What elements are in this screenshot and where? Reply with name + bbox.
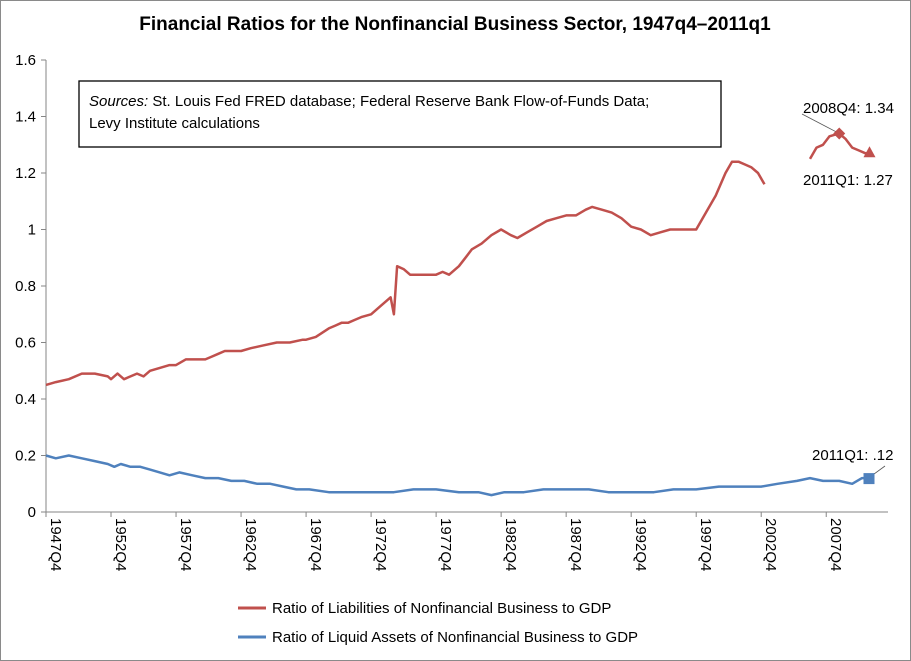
series-line-liquid-assets bbox=[45, 454, 869, 497]
y-tick-label: 1.6 bbox=[15, 52, 36, 69]
x-tick-label: 2002Q4 bbox=[762, 518, 779, 571]
x-tick-label: 1957Q4 bbox=[177, 518, 194, 571]
x-tick-label: 1992Q4 bbox=[632, 518, 649, 571]
annotation-marker-triangle bbox=[863, 146, 876, 158]
annotation-layer: 2008Q4: 1.34 2011Q1: 1.27 2011Q1: .12 bbox=[801, 100, 894, 485]
source-note-text-line1: St. Louis Fed FRED database; Federal Res… bbox=[148, 93, 649, 110]
x-tick-label: 1952Q4 bbox=[112, 518, 129, 571]
x-tick-label: 1977Q4 bbox=[437, 518, 454, 571]
y-tick-label: 0.8 bbox=[15, 278, 36, 295]
y-tick-label: 1 bbox=[28, 222, 36, 239]
annotation-leader-line bbox=[801, 113, 840, 134]
chart-title: Financial Ratios for the Nonfinancial Bu… bbox=[139, 14, 771, 35]
x-tick-label: 1982Q4 bbox=[502, 518, 519, 571]
annotation-label: 2008Q4: 1.34 bbox=[803, 100, 894, 117]
annotation-label: 2011Q1: 1.27 bbox=[803, 172, 893, 189]
y-tick-label: 0.4 bbox=[15, 391, 36, 408]
y-tick-label: 1.2 bbox=[15, 165, 36, 182]
x-tick-label: 2007Q4 bbox=[827, 518, 844, 571]
x-tick-label: 1972Q4 bbox=[372, 518, 389, 571]
series-layer bbox=[45, 132, 869, 497]
x-tick-label: 1947Q4 bbox=[47, 518, 64, 571]
y-tick-label: 1.4 bbox=[15, 109, 36, 126]
annotation-marker-square bbox=[863, 473, 875, 485]
series-line-liabilities bbox=[45, 132, 869, 387]
x-tick-label: 1997Q4 bbox=[697, 518, 714, 571]
source-note-box: Sources: St. Louis Fed FRED database; Fe… bbox=[78, 80, 722, 148]
y-tick-label: 0.2 bbox=[15, 448, 36, 465]
y-tick-label: 0 bbox=[28, 504, 36, 521]
x-axis-ticks: 1947Q4 1952Q4 1957Q4 1962Q4 1967Q4 1972Q4 1977… bbox=[45, 512, 844, 571]
x-tick-label: 1967Q4 bbox=[307, 518, 324, 571]
x-tick-label: 1962Q4 bbox=[242, 518, 259, 571]
source-note-line1: Sources: St. Louis Fed FRED database; Fe… bbox=[89, 93, 649, 110]
source-note-line2: Levy Institute calculations bbox=[89, 115, 260, 132]
legend-label-liabilities: Ratio of Liabilities of Nonfinancial Bus… bbox=[272, 600, 611, 617]
chart-legend: Ratio of Liabilities of Nonfinancial Bus… bbox=[238, 600, 638, 646]
y-axis-ticks: 0 0.2 0.4 0.6 0.8 1 1.2 1.4 1.6 bbox=[15, 52, 46, 521]
legend-label-liquid-assets: Ratio of Liquid Assets of Nonfinancial B… bbox=[272, 629, 638, 646]
x-tick-label: 1987Q4 bbox=[567, 518, 584, 571]
source-note-border bbox=[78, 80, 722, 148]
y-tick-label: 0.6 bbox=[15, 335, 36, 352]
annotation-label: 2011Q1: .12 bbox=[812, 447, 893, 464]
annotation-marker-diamond bbox=[833, 127, 846, 140]
source-note-label: Sources: bbox=[89, 93, 148, 110]
